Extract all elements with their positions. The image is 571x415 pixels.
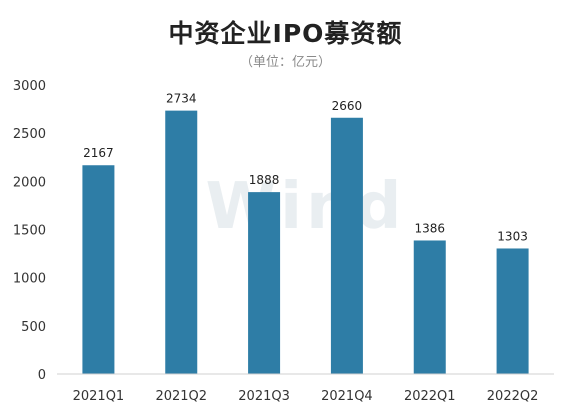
bar	[248, 192, 281, 374]
y-tick-label: 500	[21, 320, 46, 335]
chart-title: 中资企业IPO募资额	[168, 19, 403, 48]
watermark: Wind	[206, 170, 406, 244]
x-tick-label: 2021Q4	[321, 389, 373, 404]
x-tick-label: 2022Q2	[487, 389, 539, 404]
bar-value-label: 1888	[249, 173, 280, 187]
y-tick-label: 1500	[13, 224, 46, 239]
bar	[165, 110, 198, 374]
x-tick-label: 2021Q1	[73, 389, 125, 404]
y-tick-label: 3000	[13, 79, 46, 94]
bar	[496, 248, 529, 374]
bar	[82, 165, 115, 374]
y-tick-label: 1000	[13, 272, 46, 287]
y-tick-label: 2500	[13, 127, 46, 142]
bar-value-label: 2660	[332, 99, 363, 113]
bar-value-label: 1303	[497, 229, 528, 243]
x-tick-label: 2021Q3	[238, 389, 290, 404]
y-tick-label: 0	[38, 368, 46, 383]
bar	[330, 117, 363, 375]
bar-value-label: 2734	[166, 92, 197, 106]
bar	[413, 240, 446, 374]
y-tick-label: 2000	[13, 175, 46, 190]
chart-subtitle: （单位：亿元）	[239, 55, 331, 70]
x-tick-label: 2021Q2	[155, 389, 207, 404]
bar-value-label: 1386	[414, 221, 445, 235]
bar-value-label: 2167	[83, 146, 114, 160]
x-tick-label: 2022Q1	[404, 389, 456, 404]
